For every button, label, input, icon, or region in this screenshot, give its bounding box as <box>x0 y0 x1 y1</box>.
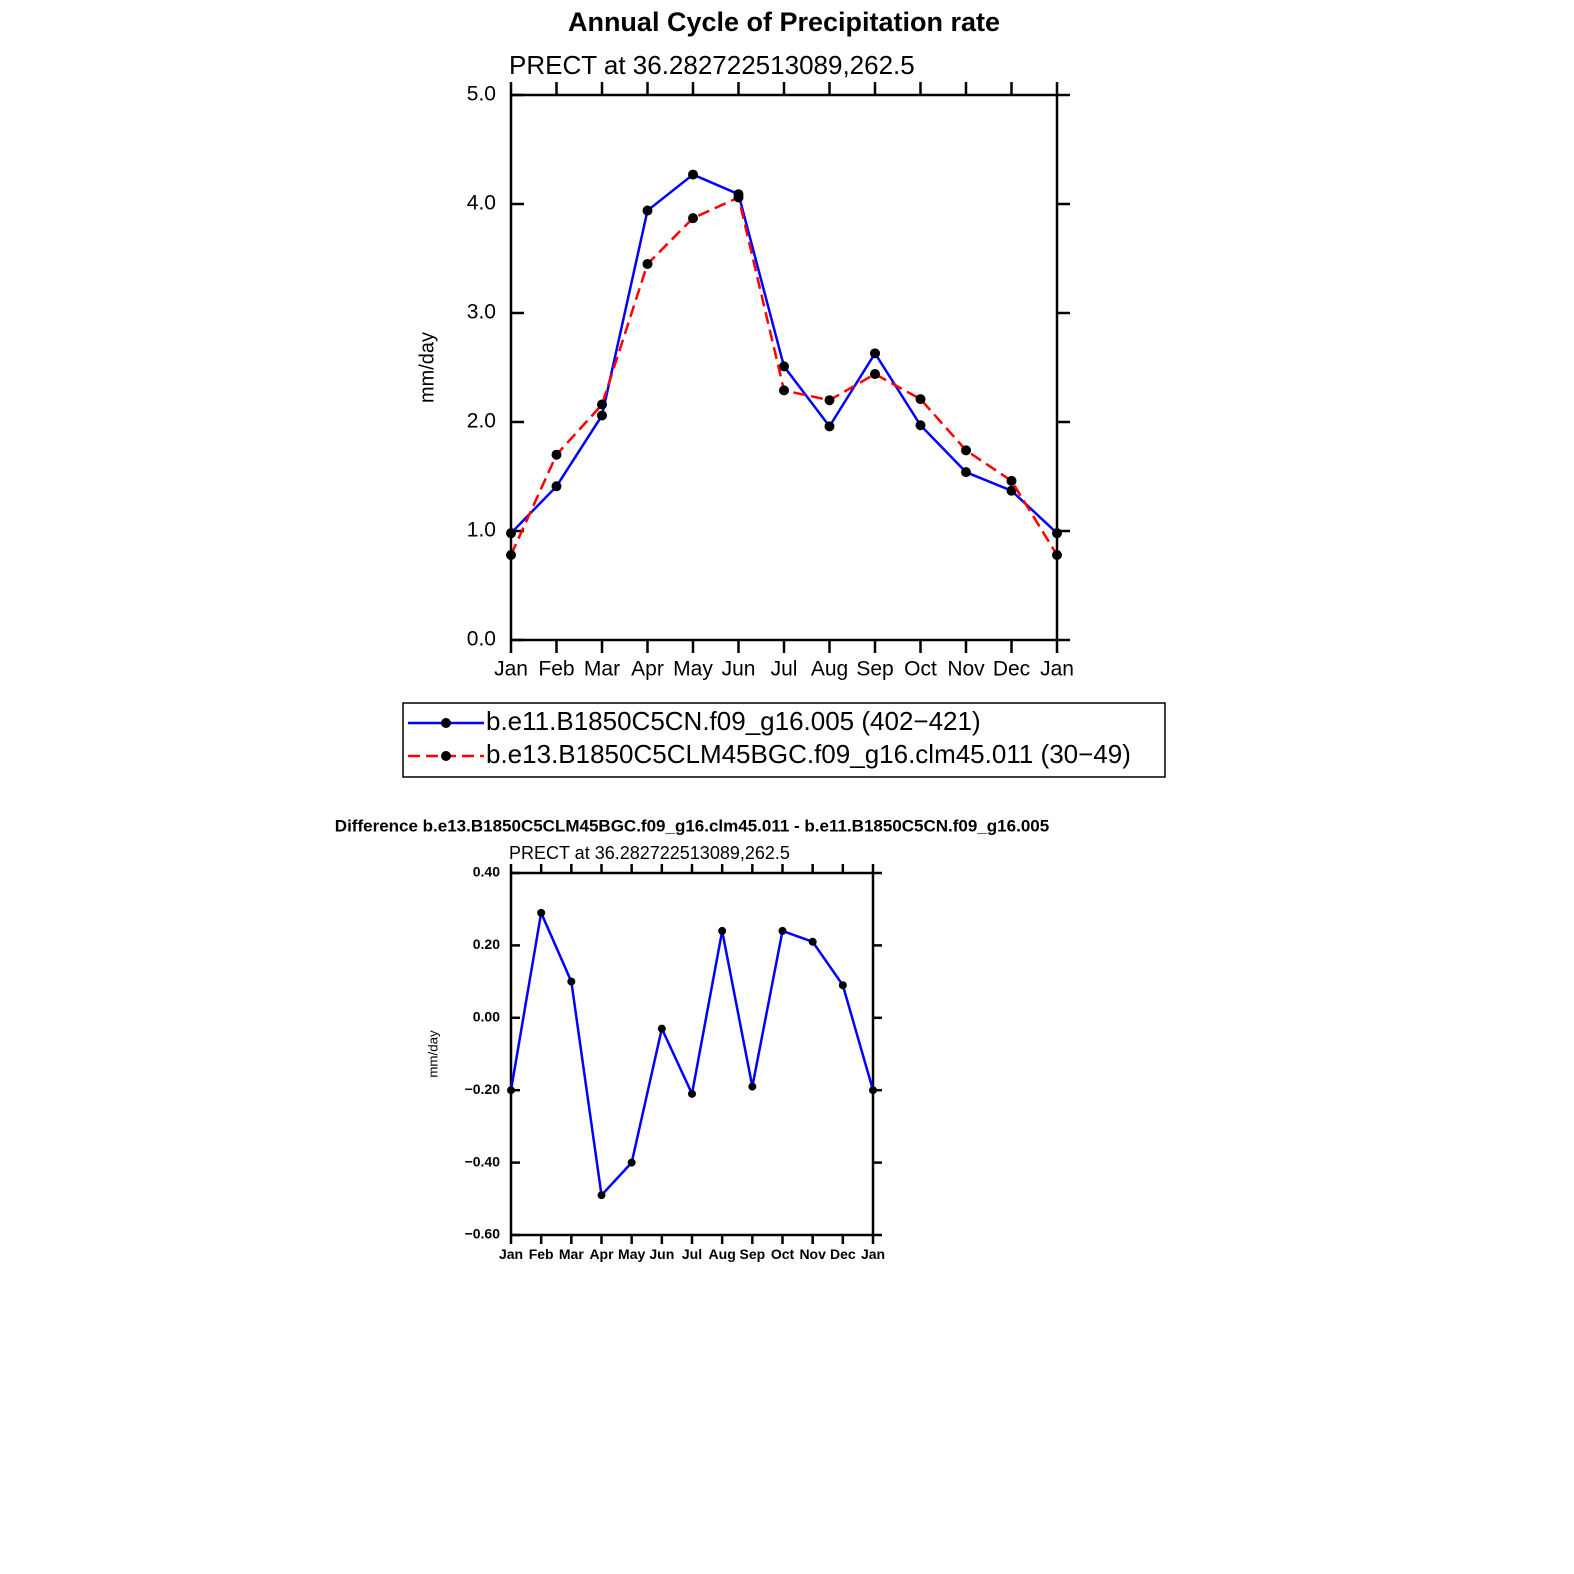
data-point <box>642 258 653 269</box>
chart-subtitle: PRECT at 36.282722513089,262.5 <box>509 843 790 863</box>
x-tick-label: Apr <box>589 1246 614 1262</box>
legend-label: b.e13.B1850C5CLM45BGC.f09_g16.clm45.011 … <box>486 739 1131 769</box>
data-point <box>657 1024 666 1033</box>
series-line <box>509 908 875 1198</box>
y-tick-label: 0.00 <box>473 1009 500 1025</box>
y-tick-label: 5.0 <box>467 83 496 106</box>
x-tick-label: Feb <box>529 1246 554 1262</box>
data-point <box>869 1086 877 1095</box>
data-point <box>1052 528 1062 539</box>
data-point <box>597 1191 606 1200</box>
x-tick-label: Nov <box>947 657 985 680</box>
data-point <box>718 926 727 935</box>
data-point <box>824 395 835 406</box>
data-point <box>688 213 698 224</box>
legend-box <box>402 702 1166 778</box>
y-tick-label: −0.20 <box>465 1081 501 1097</box>
data-point <box>824 421 835 432</box>
data-point <box>551 449 562 460</box>
data-point <box>838 981 847 990</box>
x-tick-label: Oct <box>771 1246 795 1262</box>
x-tick-label: Jan <box>494 657 528 680</box>
data-point <box>507 1086 515 1095</box>
x-tick-label: Jan <box>499 1246 523 1262</box>
legend-marker <box>441 718 451 728</box>
chart-title: Difference b.e13.B1850C5CLM45BGC.f09_g16… <box>335 816 1049 835</box>
chart-subtitle: PRECT at 36.282722513089,262.5 <box>509 50 915 80</box>
data-point <box>808 937 817 946</box>
data-point <box>688 169 698 180</box>
y-tick-label: −0.40 <box>465 1153 501 1169</box>
chart-title: Annual Cycle of Precipitation rate <box>568 7 1000 37</box>
y-tick-label: 0.40 <box>473 864 500 880</box>
y-axis-label: mm/day <box>426 1030 441 1078</box>
data-point <box>870 369 880 380</box>
data-point <box>779 385 789 396</box>
data-point <box>778 926 787 935</box>
data-point <box>551 481 562 492</box>
x-tick-label: Apr <box>631 657 664 680</box>
data-point <box>1006 485 1017 496</box>
data-point <box>567 977 576 986</box>
x-tick-label: Sep <box>739 1246 765 1262</box>
y-axis-label: mm/day <box>416 332 438 403</box>
data-point <box>870 348 880 359</box>
x-tick-label: Jun <box>649 1246 674 1262</box>
y-tick-label: 0.20 <box>473 936 500 952</box>
data-point <box>733 192 744 203</box>
plot-frame <box>509 871 875 1237</box>
x-tick-label: Feb <box>538 657 574 680</box>
data-point <box>537 908 546 917</box>
data-point <box>627 1158 636 1167</box>
x-tick-label: Dec <box>830 1246 856 1262</box>
data-point <box>961 445 971 456</box>
x-tick-label: Jul <box>771 657 798 680</box>
series-line <box>510 173 1058 535</box>
x-tick-label: Oct <box>904 657 937 680</box>
data-point <box>748 1082 757 1091</box>
data-point <box>688 1089 696 1098</box>
x-tick-label: Mar <box>584 657 620 680</box>
y-tick-label: 1.0 <box>467 519 496 542</box>
x-tick-label: Aug <box>709 1246 736 1262</box>
legend-label: b.e11.B1850C5CN.f09_g16.005 (402−421) <box>486 706 981 736</box>
x-tick-label: Jan <box>861 1246 885 1262</box>
data-point <box>506 528 516 539</box>
y-tick-label: 3.0 <box>467 301 496 324</box>
y-tick-label: −0.60 <box>465 1226 501 1242</box>
x-tick-label: Mar <box>559 1246 584 1262</box>
y-tick-label: 0.0 <box>467 628 496 651</box>
data-point <box>506 549 516 560</box>
y-tick-label: 2.0 <box>467 410 496 433</box>
data-point <box>915 420 926 431</box>
data-point <box>1006 475 1017 486</box>
x-tick-label: Dec <box>993 657 1030 680</box>
series-line <box>509 195 1059 556</box>
x-tick-label: Sep <box>856 657 893 680</box>
x-tick-label: Jun <box>722 657 756 680</box>
x-tick-label: May <box>618 1246 645 1262</box>
data-point <box>915 394 926 405</box>
x-tick-label: May <box>673 657 713 680</box>
data-point <box>597 399 607 410</box>
data-point <box>961 467 971 478</box>
x-tick-label: Nov <box>799 1246 826 1262</box>
data-point <box>642 205 653 216</box>
x-tick-label: Aug <box>811 657 848 680</box>
data-point <box>1052 549 1062 560</box>
x-tick-label: Jul <box>682 1246 702 1262</box>
data-point <box>779 361 789 372</box>
y-tick-label: 4.0 <box>467 192 496 215</box>
x-tick-label: Jan <box>1040 657 1074 680</box>
data-point <box>597 410 607 421</box>
legend-marker <box>441 751 451 761</box>
